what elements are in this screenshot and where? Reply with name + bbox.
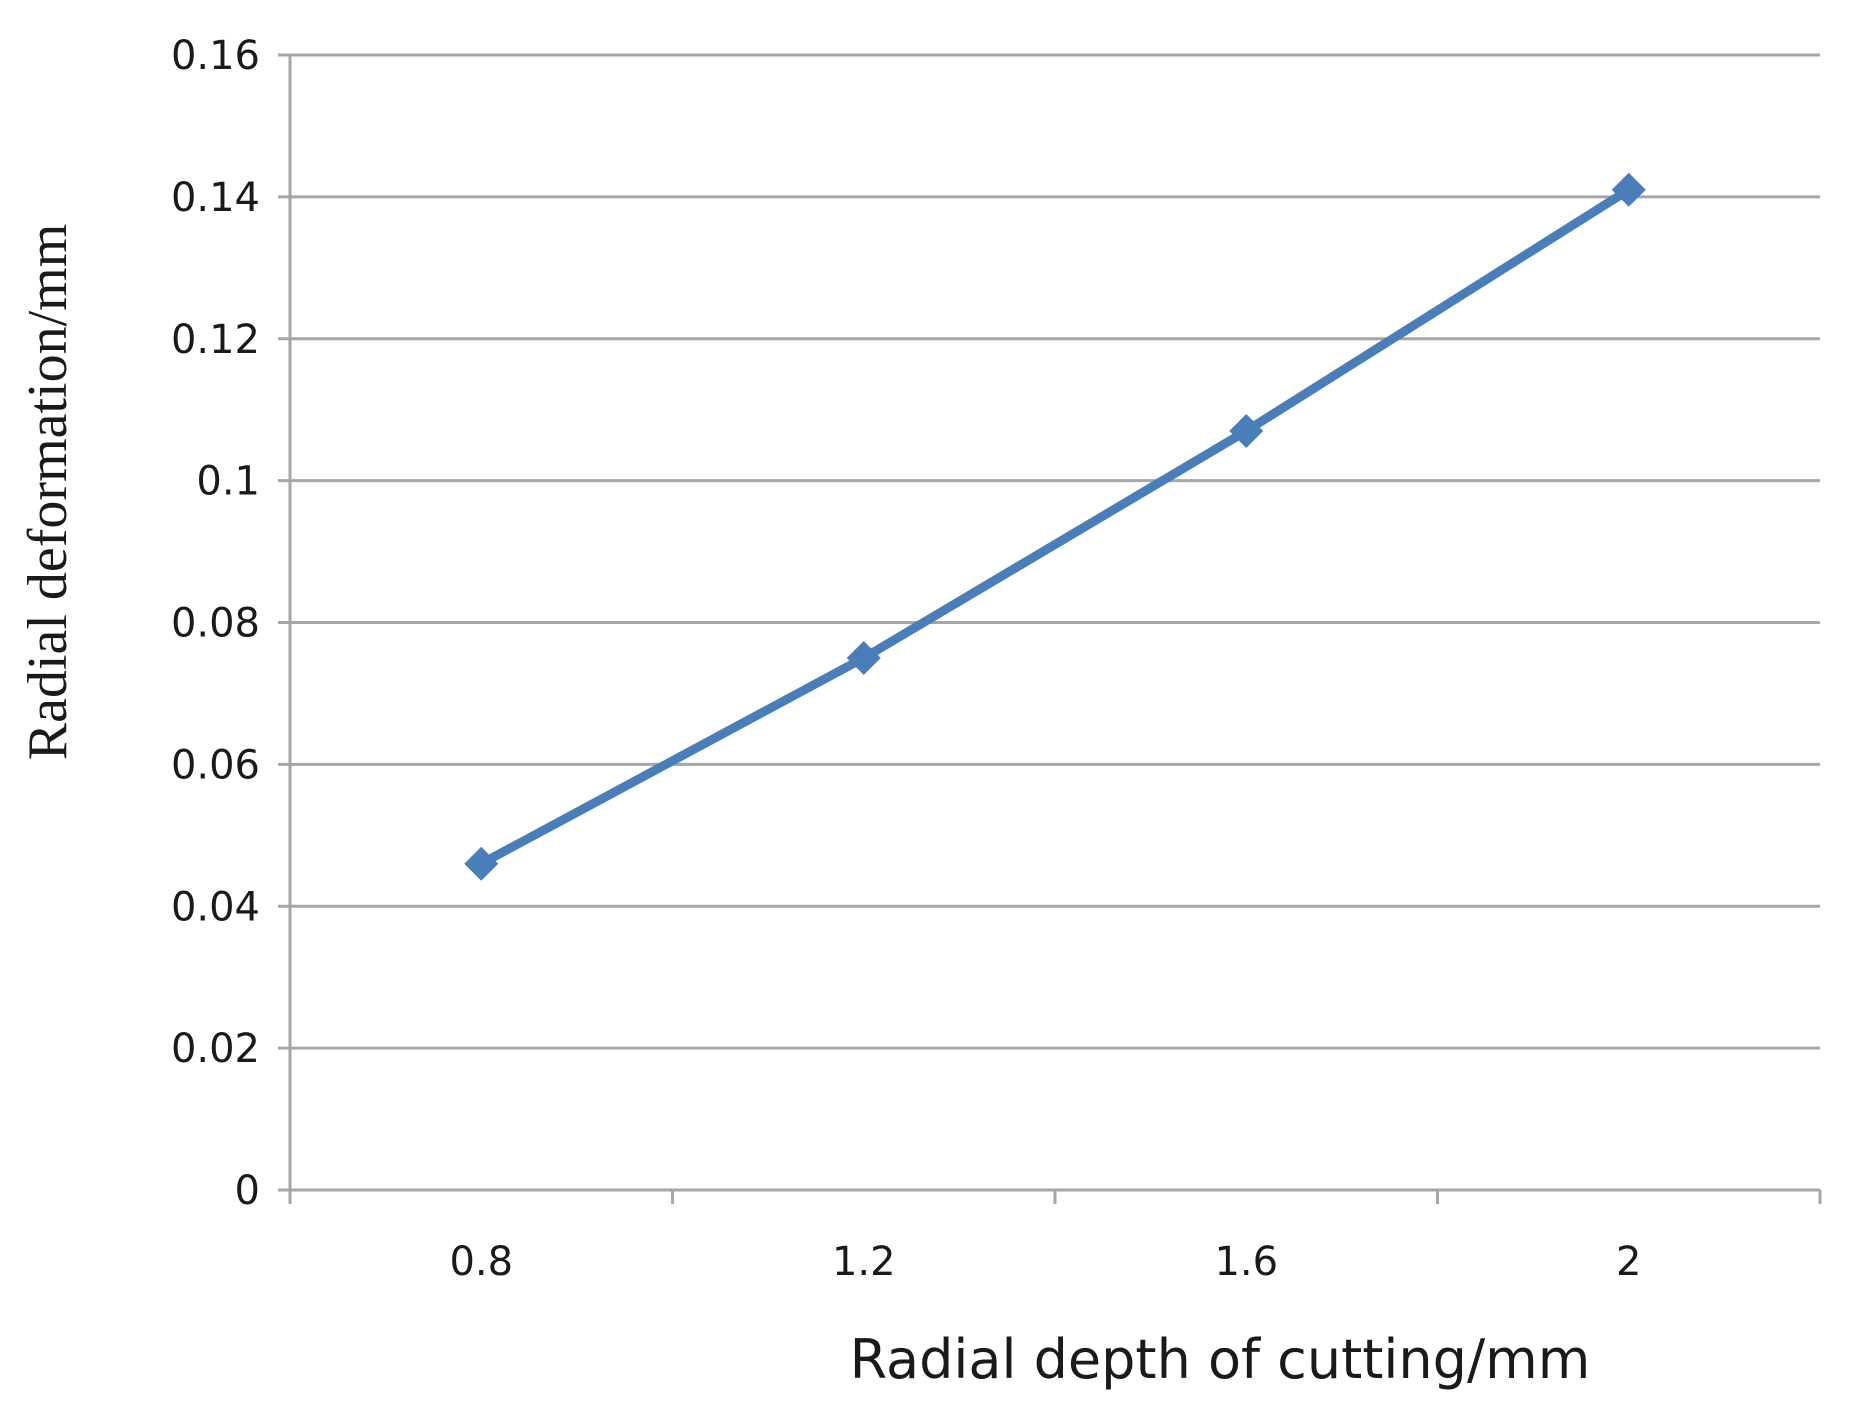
series-line <box>476 185 1634 869</box>
gridlines <box>290 53 1820 1050</box>
series-group <box>464 172 1646 881</box>
data-point-marker <box>464 846 499 881</box>
y-tick-label: 0.06 <box>171 742 260 788</box>
y-axis-title: Radial deformation/mm <box>17 224 79 761</box>
x-axis-title: Radial depth of cutting/mm <box>850 1328 1591 1391</box>
y-tick-label: 0.12 <box>171 317 260 363</box>
data-point-marker <box>1611 172 1646 207</box>
x-tick-labels: 0.8 1.2 1.6 2 <box>449 1239 1641 1285</box>
axes <box>278 53 1822 1204</box>
y-tick-label: 0.02 <box>171 1026 260 1072</box>
y-tick-label: 0.08 <box>171 601 260 647</box>
y-tick-label: 0 <box>235 1168 260 1214</box>
x-tick-label: 1.2 <box>832 1239 896 1285</box>
x-tick-label: 0.8 <box>449 1239 513 1285</box>
y-tick-label: 0.16 <box>171 33 260 79</box>
y-tick-label: 0.1 <box>196 459 260 505</box>
x-tick-label: 2 <box>1616 1239 1641 1285</box>
y-tick-labels: 0 0.02 0.04 0.06 0.08 0.1 0.12 0.14 0.16 <box>171 33 260 1214</box>
y-tick-label: 0.14 <box>171 175 260 221</box>
data-point-marker <box>846 640 881 675</box>
data-point-marker <box>1229 413 1264 448</box>
x-tick-label: 1.6 <box>1214 1239 1278 1285</box>
y-tick-label: 0.04 <box>171 884 260 930</box>
